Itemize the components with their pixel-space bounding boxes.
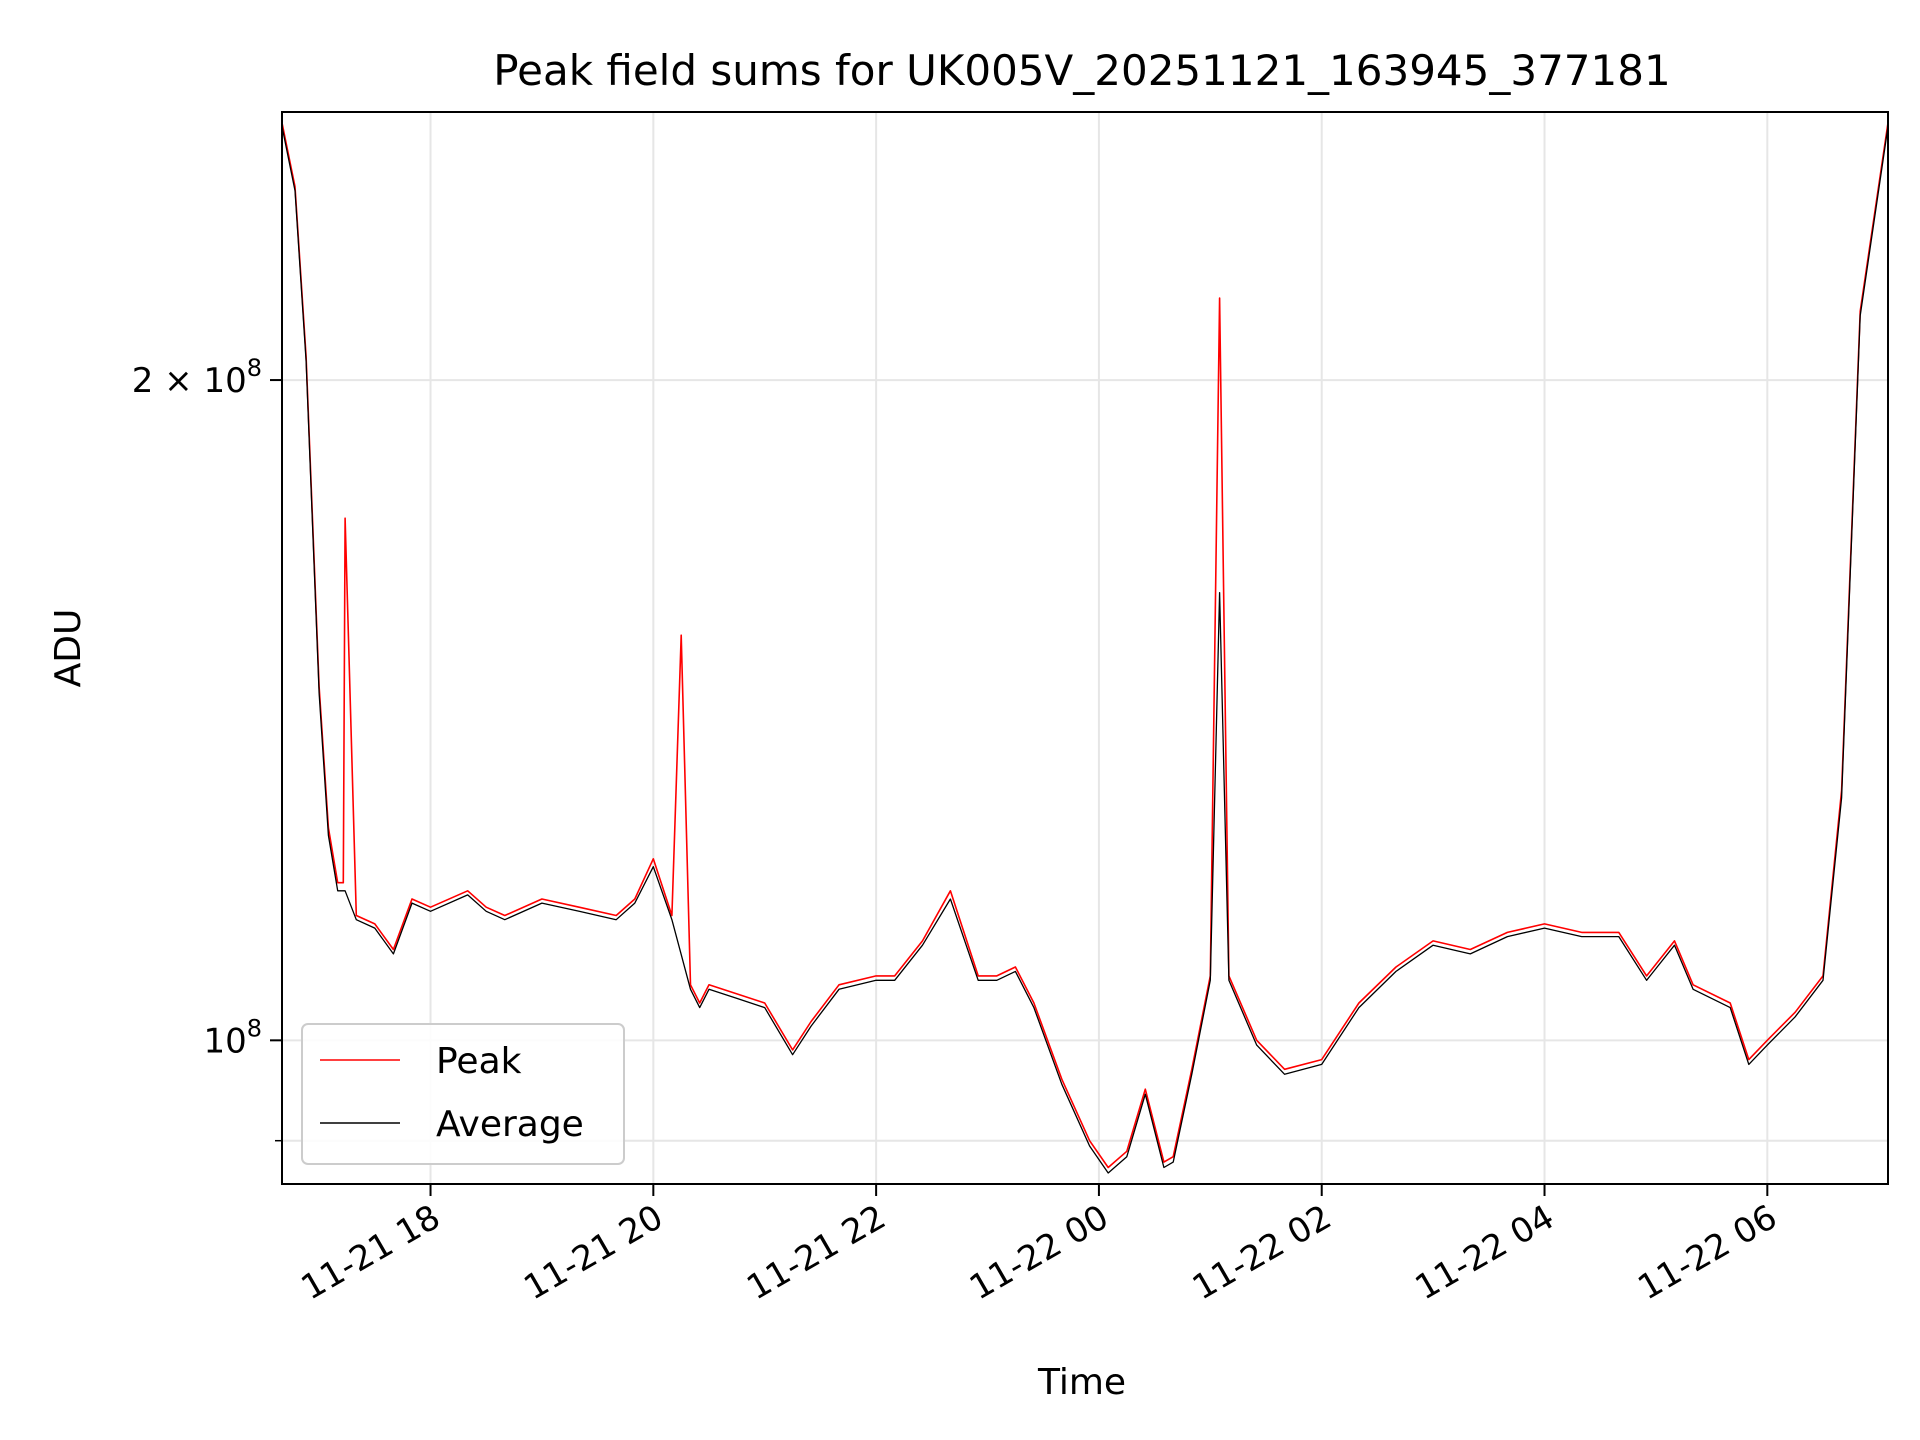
series-layer bbox=[281, 122, 1889, 1174]
chart-title: Peak field sums for UK005V_20251121_1639… bbox=[493, 46, 1670, 95]
y-tick-label-base: 2 × 10 bbox=[132, 361, 247, 401]
series-line-peak bbox=[281, 122, 1889, 1169]
legend-label-peak: Peak bbox=[436, 1041, 522, 1082]
series-line-average bbox=[281, 126, 1889, 1174]
plot-frame bbox=[281, 111, 1889, 1185]
y-tick-label-exponent: 8 bbox=[247, 1014, 262, 1042]
legend: Peak Average bbox=[301, 1023, 625, 1165]
y-tick-label: 108 bbox=[203, 1014, 262, 1061]
legend-label-average: Average bbox=[436, 1104, 584, 1145]
legend-box bbox=[301, 1023, 625, 1165]
y-tick-label-exponent: 8 bbox=[247, 354, 262, 382]
plot-area bbox=[282, 112, 1888, 1184]
y-axis-title: ADU bbox=[48, 609, 89, 688]
y-tick-label: 2 × 108 bbox=[132, 354, 262, 401]
y-tick-label-base: 10 bbox=[203, 1021, 246, 1061]
x-axis-title: Time bbox=[1037, 1362, 1126, 1403]
